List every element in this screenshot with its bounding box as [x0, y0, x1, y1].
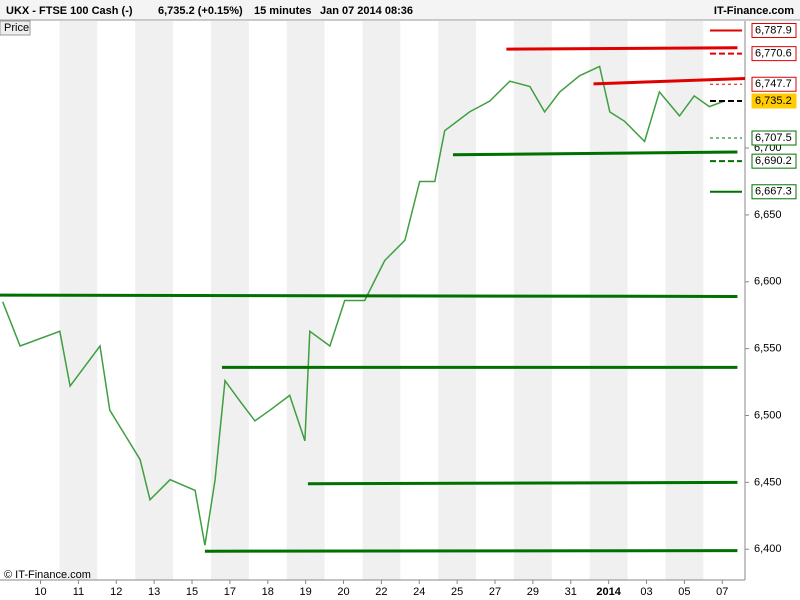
- y-tick-label: 6,500: [754, 409, 782, 421]
- chart-title: UKX - FTSE 100 Cash (-): [6, 5, 133, 17]
- price-level-box: [751, 22, 797, 38]
- trendline: [593, 77, 746, 86]
- price-level-label: 6,667.3: [755, 186, 792, 198]
- x-tick-label: 2014: [596, 586, 621, 598]
- y-tick-label: 6,600: [754, 276, 782, 288]
- series-tag: [0, 20, 31, 36]
- trendline: [506, 46, 738, 51]
- x-tick-label: 13: [148, 586, 160, 598]
- trendline: [452, 150, 738, 157]
- x-tick-label: 29: [527, 586, 539, 598]
- header-bar: [0, 0, 800, 20]
- y-tick-label: 6,450: [754, 476, 782, 488]
- day-band: [438, 21, 477, 580]
- price-level-box: [751, 153, 797, 169]
- price-level-label: 6,747.7: [755, 78, 792, 90]
- x-tick-label: 12: [110, 586, 122, 598]
- price-level-label: 6,690.2: [755, 155, 792, 167]
- trendline: [0, 293, 738, 298]
- day-band: [210, 21, 249, 580]
- price-level-box: [751, 46, 797, 62]
- price-level-box: [751, 93, 797, 109]
- price-level-label: 6,787.9: [755, 24, 792, 36]
- day-band: [362, 21, 401, 580]
- x-tick-label: 19: [300, 586, 312, 598]
- interval: 15 minutes: [254, 5, 311, 17]
- x-tick-label: 07: [716, 586, 728, 598]
- x-tick-label: 15: [186, 586, 198, 598]
- day-band: [665, 21, 704, 580]
- y-tick-label: 6,550: [754, 343, 782, 355]
- price-level-box: [751, 184, 797, 200]
- brand: IT-Finance.com: [714, 5, 794, 17]
- x-tick-label: 22: [375, 586, 387, 598]
- x-tick-label: 31: [565, 586, 577, 598]
- day-band: [589, 21, 628, 580]
- x-tick-label: 17: [224, 586, 236, 598]
- x-tick-label: 25: [451, 586, 463, 598]
- price-level-box: [751, 76, 797, 92]
- trendline: [307, 480, 738, 486]
- day-band: [286, 21, 325, 580]
- x-tick-label: 10: [34, 586, 46, 598]
- x-tick-label: 18: [262, 586, 274, 598]
- x-tick-label: 11: [73, 586, 84, 598]
- x-tick-label: 20: [337, 586, 349, 598]
- x-tick-label: 03: [640, 586, 652, 598]
- y-tick-label: 6,650: [754, 209, 782, 221]
- price-level-label: 6,735.2: [755, 95, 792, 107]
- x-tick-label: 24: [413, 586, 425, 598]
- chart-subtitle: 6,735.2 (+0.15%): [158, 5, 243, 17]
- price-level-box: [751, 130, 797, 146]
- copyright: © IT-Finance.com: [4, 569, 91, 581]
- y-tick-label: 6,400: [754, 543, 782, 555]
- timestamp: Jan 07 2014 08:36: [320, 5, 413, 17]
- day-band: [513, 21, 552, 580]
- day-bands: [59, 21, 704, 580]
- x-tick-label: 05: [678, 586, 690, 598]
- trendline: [204, 549, 738, 553]
- series-name: Price: [4, 22, 29, 34]
- day-band: [59, 21, 98, 580]
- price-level-label: 6,707.5: [755, 132, 792, 144]
- price-line: [2, 65, 725, 546]
- day-band: [135, 21, 174, 580]
- price-level-label: 6,770.6: [755, 48, 792, 60]
- x-tick-label: 27: [489, 586, 501, 598]
